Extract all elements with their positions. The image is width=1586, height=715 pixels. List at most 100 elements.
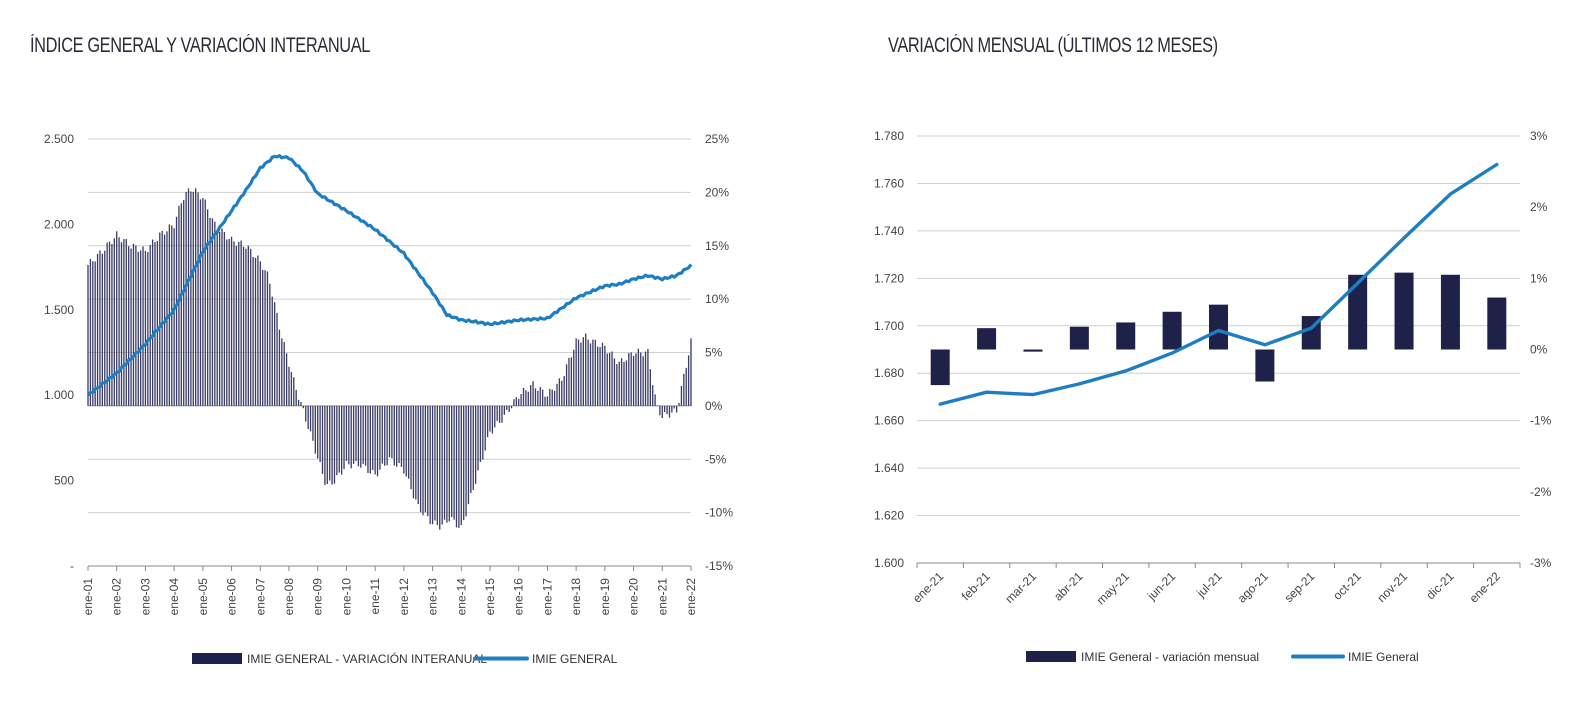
bar-yoy bbox=[312, 405, 314, 441]
bar-yoy bbox=[326, 405, 328, 485]
bar-yoy bbox=[637, 348, 640, 406]
bar-yoy bbox=[506, 405, 508, 410]
x-axis-tick-label: ene-03 bbox=[138, 578, 152, 616]
bar-yoy bbox=[278, 329, 281, 406]
bar-yoy bbox=[628, 353, 630, 406]
bar-monthly bbox=[977, 328, 997, 350]
bar-yoy bbox=[288, 366, 290, 406]
legend-label-bar: IMIE General - variación mensual bbox=[1081, 650, 1259, 664]
x-axis-tick-label: ene-11 bbox=[368, 578, 382, 615]
bar-yoy bbox=[477, 405, 479, 471]
bar-yoy bbox=[116, 231, 118, 406]
bar-yoy bbox=[214, 221, 216, 406]
bar-yoy bbox=[218, 231, 221, 406]
bar-yoy bbox=[613, 358, 616, 406]
bar-yoy bbox=[159, 232, 161, 406]
bar-yoy bbox=[142, 246, 144, 406]
bar-yoy bbox=[534, 388, 537, 406]
bar-yoy bbox=[405, 405, 407, 477]
bar-yoy bbox=[238, 242, 240, 406]
bar-yoy bbox=[642, 356, 644, 406]
bar-yoy bbox=[474, 405, 477, 484]
bar-yoy bbox=[573, 349, 575, 406]
left-axis-tick-label: 1.000 bbox=[44, 388, 74, 402]
legend-label-line: IMIE GENERAL bbox=[532, 652, 618, 666]
bar-yoy bbox=[388, 405, 391, 458]
line-imie-general bbox=[86, 154, 693, 397]
x-axis-tick-label: jun-21 bbox=[1144, 569, 1178, 603]
x-axis-tick-label: nov-21 bbox=[1374, 569, 1410, 605]
left-axis-tick-label: 1.780 bbox=[874, 129, 904, 143]
bar-yoy bbox=[379, 405, 381, 470]
left-axis-tick-label: 1.600 bbox=[874, 556, 904, 570]
bar-yoy bbox=[285, 353, 288, 406]
bar-yoy bbox=[273, 302, 276, 406]
left-axis-tick-label: 1.720 bbox=[874, 271, 904, 285]
bar-yoy bbox=[360, 405, 362, 468]
right-axis-tick-label: 10% bbox=[705, 292, 729, 306]
bar-yoy bbox=[128, 246, 130, 406]
bar-yoy bbox=[666, 405, 668, 415]
bar-yoy bbox=[101, 253, 104, 406]
bar-yoy bbox=[668, 405, 671, 418]
bar-yoy bbox=[527, 391, 529, 406]
bar-yoy bbox=[597, 346, 599, 406]
bar-yoy bbox=[541, 389, 544, 406]
x-axis-tick-label: ene-09 bbox=[311, 578, 325, 616]
bar-yoy bbox=[616, 364, 618, 406]
bar-yoy bbox=[419, 405, 422, 513]
bar-yoy bbox=[520, 394, 522, 406]
bar-yoy bbox=[180, 203, 182, 406]
x-axis-tick-label: ene-05 bbox=[196, 578, 210, 616]
bar-yoy bbox=[374, 405, 376, 475]
legend-swatch-bar bbox=[1026, 651, 1076, 662]
bar-monthly bbox=[1394, 272, 1414, 350]
bar-yoy bbox=[503, 405, 506, 415]
bar-yoy bbox=[424, 405, 427, 513]
bar-yoy bbox=[551, 389, 553, 406]
bar-yoy bbox=[175, 216, 178, 406]
left-axis-tick-label: 1.620 bbox=[874, 509, 904, 523]
bar-yoy bbox=[546, 396, 549, 406]
bar-monthly bbox=[1069, 326, 1089, 350]
bar-yoy bbox=[537, 390, 539, 406]
bar-yoy bbox=[443, 405, 446, 520]
left-axis-tick-label: 1.640 bbox=[874, 461, 904, 475]
bar-yoy bbox=[197, 192, 199, 406]
bar-yoy bbox=[479, 405, 482, 462]
x-axis-tick-label: ene-04 bbox=[167, 578, 181, 616]
bar-yoy bbox=[161, 230, 163, 406]
bar-yoy bbox=[149, 244, 151, 406]
bar-yoy bbox=[240, 240, 242, 406]
bar-yoy bbox=[431, 405, 434, 525]
bar-yoy bbox=[644, 351, 647, 406]
bar-yoy bbox=[525, 390, 527, 406]
bar-yoy bbox=[589, 343, 592, 406]
bar-yoy bbox=[656, 405, 659, 406]
bar-yoy bbox=[496, 405, 498, 421]
bar-monthly bbox=[1116, 322, 1136, 350]
bar-yoy bbox=[620, 358, 623, 406]
bar-yoy bbox=[436, 405, 439, 526]
bar-yoy bbox=[664, 405, 666, 413]
bar-yoy bbox=[568, 358, 570, 406]
bar-yoy bbox=[594, 339, 596, 406]
bar-yoy bbox=[673, 405, 675, 409]
bar-yoy bbox=[518, 398, 520, 406]
bar-yoy bbox=[587, 339, 589, 406]
bar-yoy bbox=[211, 218, 214, 406]
x-axis-tick-label: ene-14 bbox=[454, 578, 468, 616]
x-axis-tick-label: mar-21 bbox=[1002, 569, 1039, 606]
bar-yoy bbox=[522, 387, 525, 406]
bar-yoy bbox=[539, 387, 541, 406]
bar-yoy bbox=[108, 241, 111, 406]
right-axis-tick-label: 1% bbox=[1530, 271, 1548, 285]
bar-yoy bbox=[561, 380, 563, 406]
x-axis-tick-label: ene-15 bbox=[483, 578, 497, 616]
bar-yoy bbox=[250, 248, 252, 406]
bar-yoy bbox=[484, 405, 486, 451]
bar-yoy bbox=[190, 191, 192, 406]
bar-yoy bbox=[185, 191, 187, 406]
bar-yoy bbox=[434, 405, 436, 521]
